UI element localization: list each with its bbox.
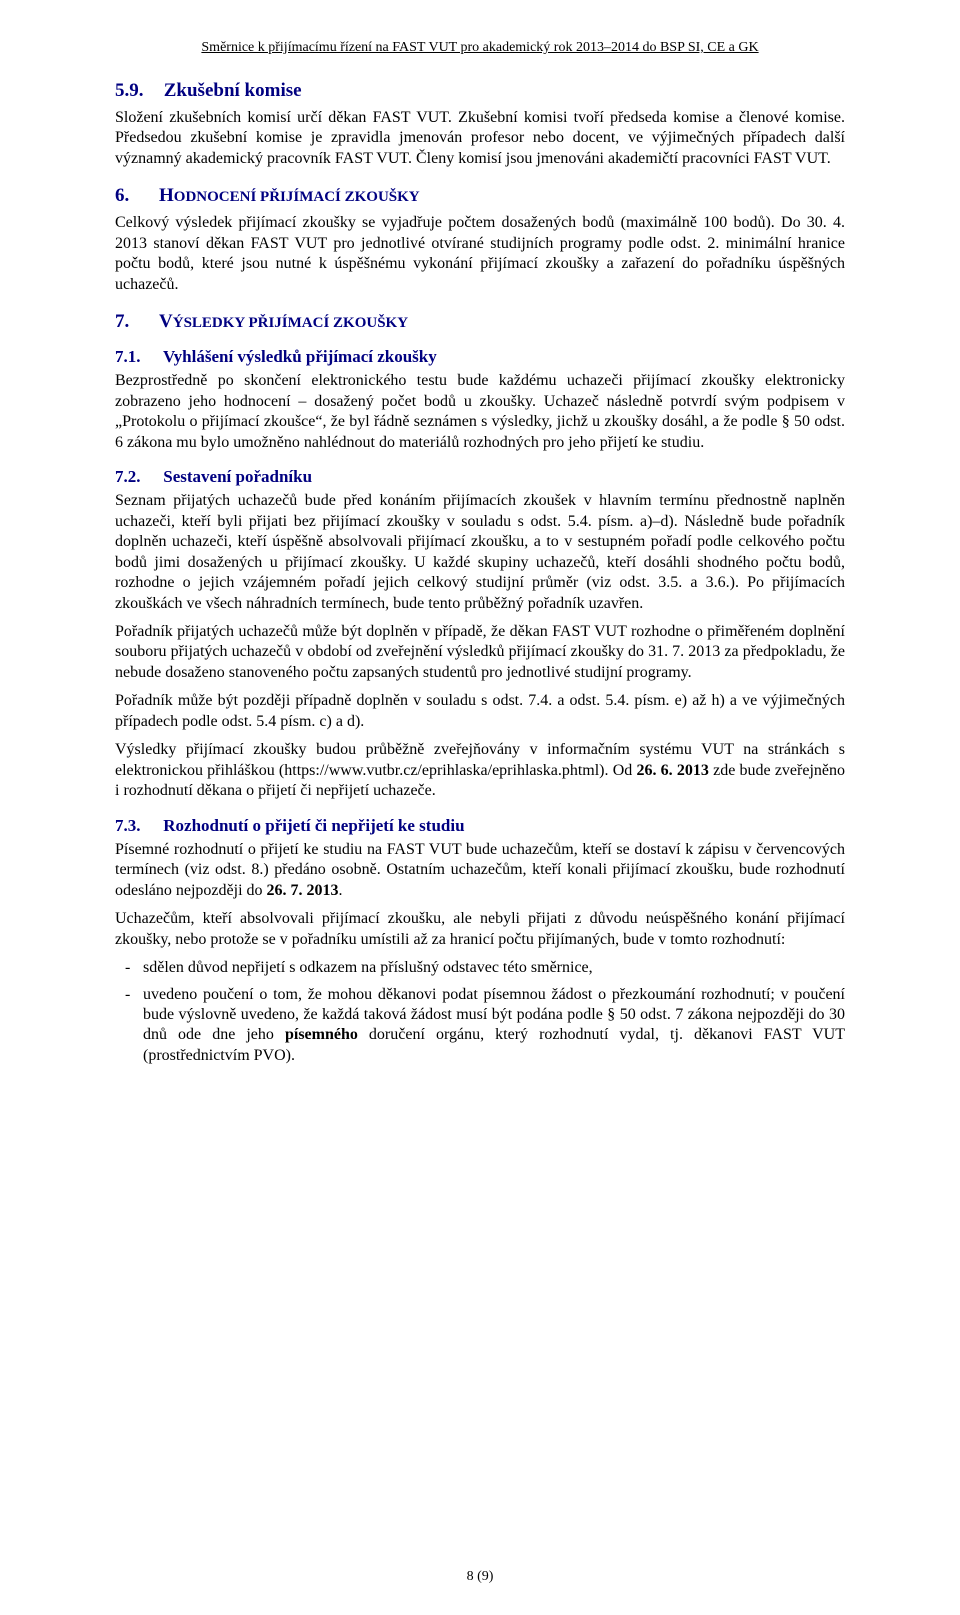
heading-7-2-title: Sestavení pořadníku bbox=[163, 467, 312, 486]
heading-7: 7.VÝSLEDKY PŘIJÍMACÍ ZKOUŠKY bbox=[115, 311, 845, 333]
paragraph-7-3-1: Písemné rozhodnutí o přijetí ke studiu n… bbox=[115, 840, 845, 901]
heading-7-first: V bbox=[159, 311, 173, 332]
paragraph-7-2-1: Seznam přijatých uchazečů bude před koná… bbox=[115, 491, 845, 614]
heading-6: 6.HODNOCENÍ PŘIJÍMACÍ ZKOUŠKY bbox=[115, 185, 845, 207]
list-item: sdělen důvod nepřijetí s odkazem na přís… bbox=[143, 958, 845, 978]
page-header: Směrnice k přijímacímu řízení na FAST VU… bbox=[115, 40, 845, 56]
heading-5-9: 5.9. Zkušební komise bbox=[115, 80, 845, 102]
list-item: uvedeno poučení o tom, že mohou děkanovi… bbox=[143, 985, 845, 1067]
list-item-2b: písemného bbox=[285, 1026, 358, 1043]
heading-6-first: H bbox=[159, 185, 174, 206]
heading-7-1-title: Vyhlášení výsledků přijímací zkoušky bbox=[163, 347, 437, 366]
paragraph-7-2-4: Výsledky přijímací zkoušky budou průběžn… bbox=[115, 740, 845, 801]
paragraph-7-3-1a: Písemné rozhodnutí o přijetí ke studiu n… bbox=[115, 841, 845, 899]
heading-6-num: 6. bbox=[115, 185, 159, 207]
heading-5-9-title: Zkušební komise bbox=[164, 80, 302, 101]
heading-7-2: 7.2. Sestavení pořadníku bbox=[115, 467, 845, 487]
heading-7-num: 7. bbox=[115, 311, 159, 333]
heading-7-1-num: 7.1. bbox=[115, 347, 159, 367]
heading-5-9-num: 5.9. bbox=[115, 80, 159, 102]
paragraph-5-9-1: Složení zkušebních komisí určí děkan FAS… bbox=[115, 108, 845, 169]
heading-7-3-title: Rozhodnutí o přijetí či nepřijetí ke stu… bbox=[163, 816, 464, 835]
heading-7-3: 7.3. Rozhodnutí o přijetí či nepřijetí k… bbox=[115, 816, 845, 836]
heading-7-1: 7.1. Vyhlášení výsledků přijímací zkoušk… bbox=[115, 347, 845, 367]
paragraph-7-3-1b: 26. 7. 2013 bbox=[267, 882, 339, 899]
paragraph-7-2-2: Pořadník přijatých uchazečů může být dop… bbox=[115, 622, 845, 683]
paragraph-7-2-4b: 26. 6. 2013 bbox=[636, 762, 708, 779]
paragraph-6-1: Celkový výsledek přijímací zkoušky se vy… bbox=[115, 213, 845, 295]
list-7-3: sdělen důvod nepřijetí s odkazem na přís… bbox=[115, 958, 845, 1066]
heading-7-3-num: 7.3. bbox=[115, 816, 159, 836]
paragraph-7-1-1: Bezprostředně po skončení elektronického… bbox=[115, 371, 845, 453]
paragraph-7-3-2: Uchazečům, kteří absolvovali přijímací z… bbox=[115, 909, 845, 950]
page-footer: 8 (9) bbox=[0, 1569, 960, 1585]
paragraph-7-3-1c: . bbox=[339, 882, 343, 899]
heading-7-2-num: 7.2. bbox=[115, 467, 159, 487]
heading-7-rest: ÝSLEDKY PŘIJÍMACÍ ZKOUŠKY bbox=[173, 315, 408, 331]
heading-6-rest: ODNOCENÍ PŘIJÍMACÍ ZKOUŠKY bbox=[174, 189, 420, 205]
paragraph-7-2-3: Pořadník může být později případně dopln… bbox=[115, 691, 845, 732]
